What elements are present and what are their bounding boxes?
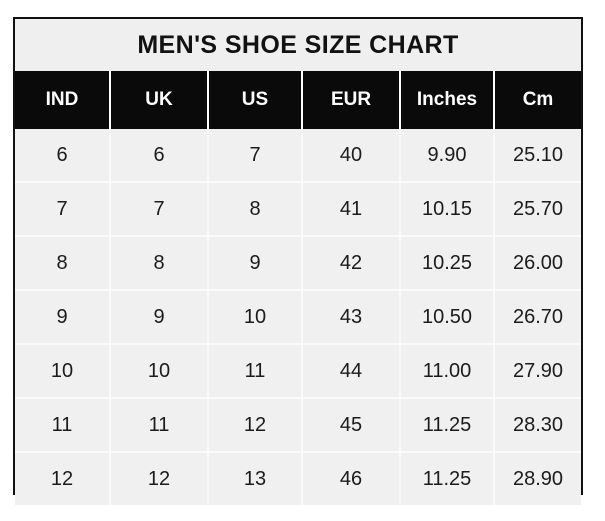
cell-ind: 12 (15, 452, 111, 505)
cell-uk: 7 (110, 182, 209, 237)
cell-inches: 10.25 (400, 236, 495, 291)
cell-cm: 25.10 (494, 129, 581, 183)
cell-uk: 8 (110, 236, 209, 291)
table-row: 9 9 10 43 10.50 26.70 (15, 290, 581, 345)
column-header-us: US (208, 71, 303, 129)
cell-us: 8 (208, 182, 303, 237)
cell-eur: 41 (302, 182, 401, 237)
column-header-cm: Cm (494, 71, 581, 129)
cell-eur: 46 (302, 452, 401, 505)
cell-eur: 44 (302, 344, 401, 399)
cell-inches: 10.15 (400, 182, 495, 237)
cell-ind: 8 (15, 236, 111, 291)
column-header-eur: EUR (302, 71, 401, 129)
cell-us: 10 (208, 290, 303, 345)
cell-inches: 11.25 (400, 398, 495, 453)
cell-inches: 11.00 (400, 344, 495, 399)
cell-uk: 10 (110, 344, 209, 399)
size-chart-container: MEN'S SHOE SIZE CHART IND UK US EUR Inch… (13, 17, 583, 505)
cell-ind: 10 (15, 344, 111, 399)
cell-cm: 28.30 (494, 398, 581, 453)
cell-uk: 6 (110, 129, 209, 183)
cell-inches: 11.25 (400, 452, 495, 505)
table-header: IND UK US EUR Inches Cm (15, 71, 581, 129)
cell-cm: 26.00 (494, 236, 581, 291)
table-body: 6 6 7 40 9.90 25.10 7 7 8 41 10.15 25.70… (15, 129, 581, 505)
shoe-size-table: IND UK US EUR Inches Cm 6 6 7 40 9.90 25… (15, 71, 581, 505)
table-row: 8 8 9 42 10.25 26.00 (15, 236, 581, 291)
column-header-inches: Inches (400, 71, 495, 129)
table-row: 7 7 8 41 10.15 25.70 (15, 182, 581, 237)
column-header-uk: UK (110, 71, 209, 129)
cell-uk: 9 (110, 290, 209, 345)
cell-us: 9 (208, 236, 303, 291)
table-header-row: IND UK US EUR Inches Cm (15, 71, 581, 129)
cell-eur: 45 (302, 398, 401, 453)
cell-us: 7 (208, 129, 303, 183)
table-row: 10 10 11 44 11.00 27.90 (15, 344, 581, 399)
cell-eur: 42 (302, 236, 401, 291)
table-row: 12 12 13 46 11.25 28.90 (15, 452, 581, 505)
cell-us: 12 (208, 398, 303, 453)
cell-ind: 7 (15, 182, 111, 237)
cell-us: 13 (208, 452, 303, 505)
cell-ind: 11 (15, 398, 111, 453)
cell-eur: 40 (302, 129, 401, 183)
cell-ind: 6 (15, 129, 111, 183)
cell-cm: 27.90 (494, 344, 581, 399)
table-row: 11 11 12 45 11.25 28.30 (15, 398, 581, 453)
cell-ind: 9 (15, 290, 111, 345)
cell-inches: 10.50 (400, 290, 495, 345)
cell-uk: 11 (110, 398, 209, 453)
column-header-ind: IND (15, 71, 111, 129)
cell-cm: 25.70 (494, 182, 581, 237)
page-title: MEN'S SHOE SIZE CHART (15, 19, 581, 71)
cell-uk: 12 (110, 452, 209, 505)
cell-cm: 26.70 (494, 290, 581, 345)
cell-us: 11 (208, 344, 303, 399)
table-row: 6 6 7 40 9.90 25.10 (15, 129, 581, 183)
cell-eur: 43 (302, 290, 401, 345)
cell-cm: 28.90 (494, 452, 581, 505)
cell-inches: 9.90 (400, 129, 495, 183)
